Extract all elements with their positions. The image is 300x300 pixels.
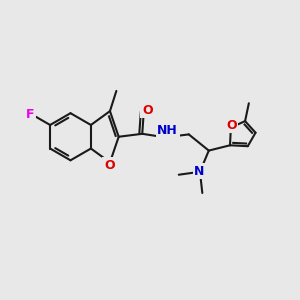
Text: F: F (26, 108, 35, 121)
Text: O: O (226, 118, 237, 132)
Text: O: O (142, 104, 153, 117)
Text: NH: NH (157, 124, 178, 137)
Text: O: O (104, 159, 115, 172)
Text: N: N (194, 165, 205, 178)
